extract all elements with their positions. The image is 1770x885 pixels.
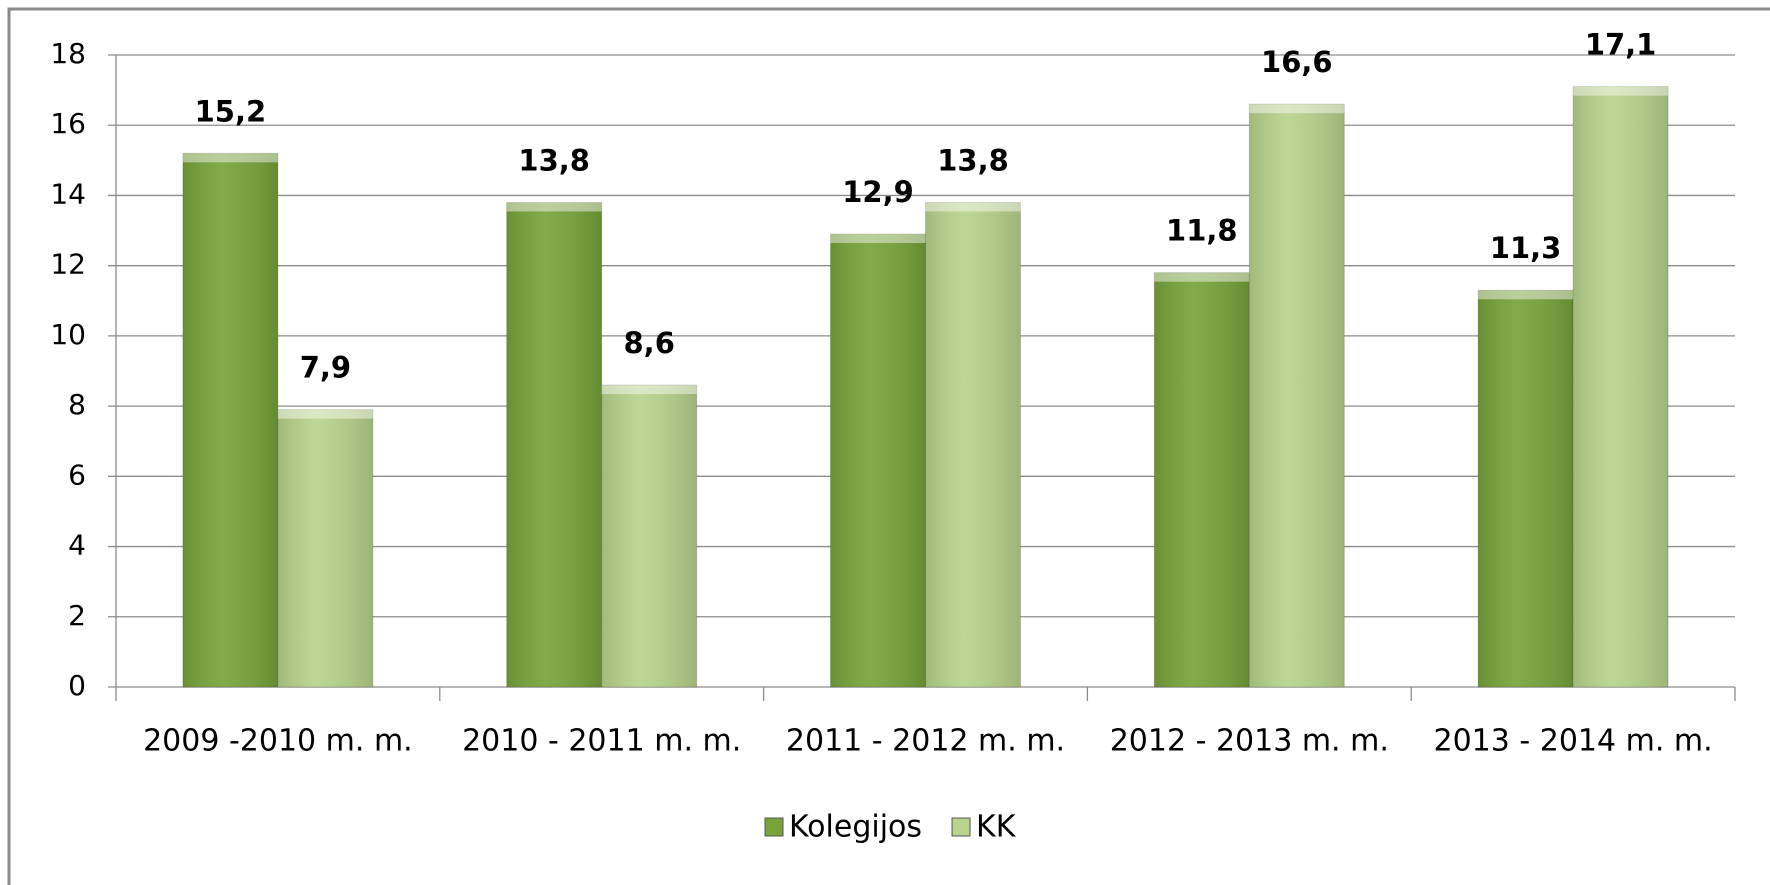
value-label: 7,9 xyxy=(300,351,351,385)
y-tick-label: 16 xyxy=(50,107,86,140)
value-label: 11,3 xyxy=(1490,231,1562,265)
value-label: 17,1 xyxy=(1585,28,1657,62)
legend-swatch xyxy=(764,817,784,837)
value-label: 12,9 xyxy=(842,175,914,209)
bar-cap xyxy=(506,202,602,212)
bar-shade xyxy=(1154,272,1250,687)
y-tick-label: 10 xyxy=(50,318,86,351)
x-tick-label: 2013 - 2014 m. m. xyxy=(1434,724,1713,759)
bar-shade xyxy=(601,385,697,687)
value-label: 16,6 xyxy=(1261,45,1333,79)
chart-frame xyxy=(7,7,1770,885)
legend-label: Kolegijos xyxy=(789,810,922,845)
legend-swatch xyxy=(951,817,971,837)
bar-cap xyxy=(925,202,1021,212)
y-tick-label: 14 xyxy=(50,177,86,210)
bar-shade xyxy=(1249,104,1345,687)
bar-shade xyxy=(277,409,373,687)
bar-cap xyxy=(601,385,697,395)
y-tick-label: 0 xyxy=(68,669,86,702)
bar-cap xyxy=(830,234,926,244)
bar-cap xyxy=(182,153,278,163)
legend-label: KK xyxy=(976,810,1017,845)
x-tick-label: 2012 - 2013 m. m. xyxy=(1110,724,1389,759)
y-tick-label: 18 xyxy=(50,37,86,70)
bar-cap xyxy=(277,409,373,419)
bar-cap xyxy=(1478,290,1574,300)
bar-shade xyxy=(830,234,926,688)
value-label: 13,8 xyxy=(518,143,590,177)
value-label: 11,8 xyxy=(1166,214,1238,248)
bar-cap xyxy=(1573,86,1669,96)
y-tick-label: 8 xyxy=(68,388,86,421)
bar-shade xyxy=(1478,290,1574,687)
value-label: 8,6 xyxy=(624,326,675,360)
bar-shade xyxy=(506,202,602,687)
bar-shade xyxy=(925,202,1021,687)
y-tick-label: 4 xyxy=(68,529,86,562)
bar-cap xyxy=(1154,272,1250,282)
x-tick-label: 2009 -2010 m. m. xyxy=(143,724,413,759)
x-tick-label: 2011 - 2012 m. m. xyxy=(786,724,1065,759)
y-tick-label: 6 xyxy=(68,458,86,491)
value-label: 15,2 xyxy=(195,94,267,128)
bar-shade xyxy=(182,153,278,688)
value-label: 13,8 xyxy=(937,143,1009,177)
y-tick-label: 12 xyxy=(50,248,86,281)
x-tick-label: 2010 - 2011 m. m. xyxy=(462,724,741,759)
bar-shade xyxy=(1573,86,1669,688)
y-tick-label: 2 xyxy=(68,599,86,632)
bar-cap xyxy=(1249,104,1345,114)
